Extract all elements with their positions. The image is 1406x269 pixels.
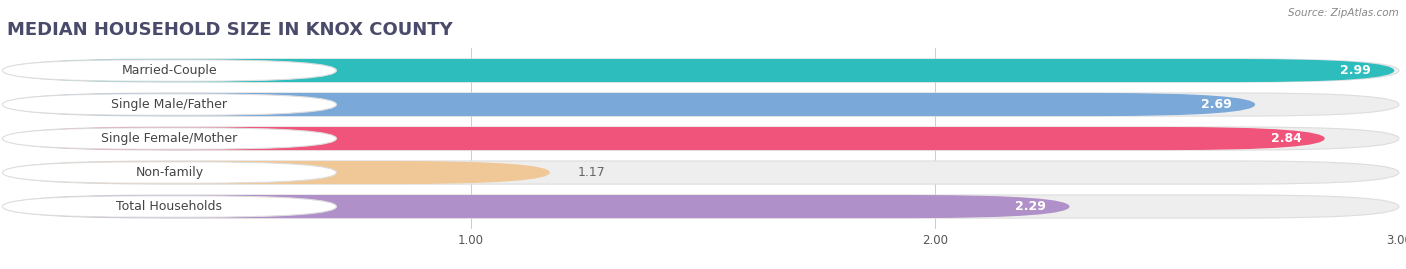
FancyBboxPatch shape <box>3 128 336 149</box>
Text: 1.17: 1.17 <box>578 166 606 179</box>
FancyBboxPatch shape <box>7 59 1399 82</box>
FancyBboxPatch shape <box>7 195 1399 218</box>
FancyBboxPatch shape <box>3 196 336 217</box>
Text: 2.69: 2.69 <box>1201 98 1232 111</box>
FancyBboxPatch shape <box>7 59 1395 82</box>
FancyBboxPatch shape <box>3 162 336 183</box>
Text: Total Households: Total Households <box>117 200 222 213</box>
Text: 2.99: 2.99 <box>1340 64 1371 77</box>
FancyBboxPatch shape <box>7 195 1070 218</box>
Text: MEDIAN HOUSEHOLD SIZE IN KNOX COUNTY: MEDIAN HOUSEHOLD SIZE IN KNOX COUNTY <box>7 20 453 38</box>
FancyBboxPatch shape <box>7 93 1399 116</box>
FancyBboxPatch shape <box>7 127 1324 150</box>
FancyBboxPatch shape <box>7 93 1256 116</box>
Text: Single Male/Father: Single Male/Father <box>111 98 228 111</box>
Text: Single Female/Mother: Single Female/Mother <box>101 132 238 145</box>
Text: Married-Couple: Married-Couple <box>121 64 218 77</box>
FancyBboxPatch shape <box>7 161 1399 184</box>
Text: Source: ZipAtlas.com: Source: ZipAtlas.com <box>1288 8 1399 18</box>
FancyBboxPatch shape <box>7 161 550 184</box>
FancyBboxPatch shape <box>3 60 336 81</box>
FancyBboxPatch shape <box>7 127 1399 150</box>
Text: 2.29: 2.29 <box>1015 200 1046 213</box>
FancyBboxPatch shape <box>3 94 336 115</box>
Text: Non-family: Non-family <box>135 166 204 179</box>
Text: 2.84: 2.84 <box>1271 132 1302 145</box>
